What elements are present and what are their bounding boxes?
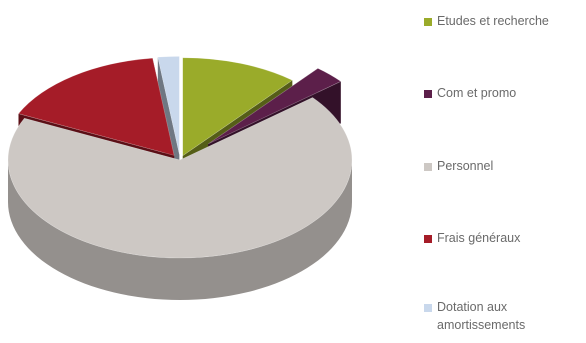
legend-item-4: Frais généraux bbox=[424, 231, 521, 245]
legend-label: Frais généraux bbox=[437, 231, 521, 245]
legend-item-5: Dotation aux amortissements bbox=[424, 300, 525, 332]
legend-label: Etudes et recherche bbox=[437, 14, 549, 28]
legend-label: Personnel bbox=[437, 159, 493, 173]
legend-swatch bbox=[424, 90, 432, 98]
legend-label: Dotation aux bbox=[437, 300, 508, 314]
legend-item-2: Com et promo bbox=[424, 86, 516, 100]
pie-layer bbox=[7, 56, 353, 300]
legend-swatch bbox=[424, 304, 432, 312]
legend: Etudes et recherche Com et promo Personnel… bbox=[424, 14, 549, 332]
legend-swatch bbox=[424, 163, 432, 171]
pie-slice-3 bbox=[7, 97, 353, 300]
legend-item-3: Personnel bbox=[424, 159, 493, 173]
legend-swatch bbox=[424, 18, 432, 26]
legend-label: Com et promo bbox=[437, 86, 516, 100]
legend-item-1: Etudes et recherche bbox=[424, 14, 549, 28]
legend-swatch bbox=[424, 235, 432, 243]
legend-label: amortissements bbox=[437, 318, 525, 332]
